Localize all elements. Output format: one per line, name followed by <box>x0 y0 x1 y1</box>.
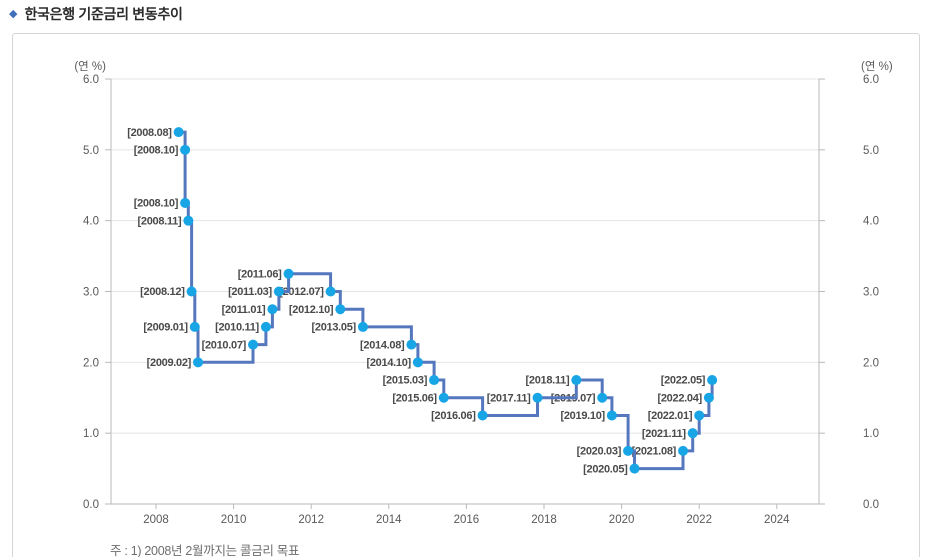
data-point-label: [2008.08] <box>127 127 172 139</box>
data-point-label: [2021.11] <box>642 428 686 440</box>
data-point-marker <box>477 410 488 421</box>
data-point-marker <box>532 392 543 403</box>
data-point-label: [2020.03] <box>577 446 622 458</box>
data-point-marker <box>186 286 197 297</box>
data-point-marker <box>678 445 689 456</box>
data-point-label: [2008.12] <box>140 286 185 298</box>
y-axis-tick-label: 2.0 <box>83 357 99 369</box>
data-point-label: [2014.08] <box>360 339 405 351</box>
data-point-label: [2015.03] <box>383 375 428 387</box>
diamond-bullet-icon: ◆ <box>9 8 18 20</box>
data-point-marker <box>438 392 449 403</box>
data-point-marker <box>571 375 582 386</box>
data-point-marker <box>267 304 278 315</box>
data-point-label: [2017.11] <box>487 392 531 404</box>
chart-footnote: 주 : 1) 2008년 2월까지는 콜금리 목표 <box>110 544 300 557</box>
data-point-marker <box>173 127 184 138</box>
y-axis-tick-label: 3.0 <box>863 287 879 299</box>
data-point-marker <box>597 392 608 403</box>
data-point-label: [2011.06] <box>238 268 282 280</box>
data-point-label: [2016.06] <box>431 410 476 422</box>
data-point-label: [2012.10] <box>289 304 334 316</box>
data-point-label: [2015.06] <box>392 392 437 404</box>
y-axis-unit-label: (연 %) <box>861 60 893 73</box>
y-axis-unit-label: (연 %) <box>74 60 106 73</box>
y-axis-tick-label: 3.0 <box>83 287 99 299</box>
data-point-label: [2022.05] <box>661 375 706 387</box>
data-point-label: [2011.01] <box>222 304 266 316</box>
data-point-marker <box>325 286 336 297</box>
data-point-marker <box>193 357 204 368</box>
y-axis-tick-label: 4.0 <box>863 216 879 228</box>
data-point-label: [2010.11] <box>215 322 259 334</box>
page-title-label: 한국은행 기준금리 변동추이 <box>24 6 183 22</box>
data-point-label: [2018.11] <box>526 375 570 387</box>
data-point-marker <box>694 410 705 421</box>
y-axis-tick-label: 5.0 <box>863 145 879 157</box>
data-point-label: [2022.01] <box>648 410 693 422</box>
y-axis-tick-label: 0.0 <box>83 499 99 511</box>
data-point-marker <box>248 339 258 350</box>
data-point-label: [2013.05] <box>312 322 357 334</box>
chart-panel: 0.0 0.0 1.0 1.0 2.0 2.0 3.0 3.0 4.0 4.0 5.0 5.0 6.0 6… <box>12 33 920 557</box>
data-point-marker <box>357 321 368 332</box>
y-axis-tick-label: 2.0 <box>863 357 879 369</box>
x-axis-tick-label: 2012 <box>298 514 324 526</box>
y-axis-tick-label: 6.0 <box>83 74 99 86</box>
x-axis-tick-label: 2024 <box>764 514 790 526</box>
data-point-marker <box>335 304 346 315</box>
x-axis-tick-label: 2020 <box>609 514 635 526</box>
data-point-marker <box>180 197 191 208</box>
data-point-marker <box>629 463 640 474</box>
y-axis-tick-label: 6.0 <box>863 74 879 86</box>
y-axis-tick-label: 0.0 <box>863 499 879 511</box>
y-axis-tick-label: 1.0 <box>863 428 879 440</box>
data-point-label: [2019.10] <box>561 410 606 422</box>
data-point-marker <box>687 428 698 439</box>
data-point-marker <box>189 321 200 332</box>
data-point-label: [2008.10] <box>134 145 179 157</box>
data-point-label: [2008.10] <box>134 198 179 210</box>
data-point-label: [2008.11] <box>138 215 182 227</box>
data-point-marker <box>283 268 294 279</box>
data-point-marker <box>273 286 284 297</box>
data-point-label: [2012.07] <box>279 286 324 298</box>
data-point-marker <box>606 410 617 421</box>
x-axis-tick-label: 2010 <box>221 514 247 526</box>
x-axis-tick-label: 2016 <box>454 514 480 526</box>
data-point-marker <box>707 375 718 386</box>
y-axis-tick-label: 5.0 <box>83 145 99 157</box>
data-point-label: [2010.07] <box>202 339 247 351</box>
x-axis-tick-label: 2018 <box>531 514 557 526</box>
data-point-marker <box>183 215 194 226</box>
data-point-label: [2021.08] <box>632 446 677 458</box>
data-point-marker <box>406 339 417 350</box>
data-point-label: [2022.04] <box>658 392 703 404</box>
data-point-label: [2011.03] <box>228 286 272 298</box>
x-axis-tick-label: 2014 <box>376 514 402 526</box>
data-point-label: [2014.10] <box>367 357 412 369</box>
page-title: ◆ 한국은행 기준금리 변동추이 <box>9 4 183 24</box>
x-axis-tick-label: 2008 <box>143 514 169 526</box>
data-point-marker <box>180 144 191 155</box>
data-point-marker <box>412 357 423 368</box>
data-point-marker <box>429 375 440 386</box>
y-axis-tick-label: 1.0 <box>83 428 99 440</box>
x-axis-tick-label: 2022 <box>686 514 712 526</box>
y-axis-tick-label: 4.0 <box>83 216 99 228</box>
data-point-label: [2020.05] <box>583 463 628 475</box>
data-point-marker <box>623 445 634 456</box>
data-point-marker <box>703 392 714 403</box>
data-point-label: [2009.01] <box>143 322 188 334</box>
data-point-marker <box>260 321 271 332</box>
data-point-label: [2009.02] <box>147 357 192 369</box>
base-rate-step-chart: 0.0 0.0 1.0 1.0 2.0 2.0 3.0 3.0 4.0 4.0 5.0 5.0 6.0 6… <box>74 60 893 526</box>
